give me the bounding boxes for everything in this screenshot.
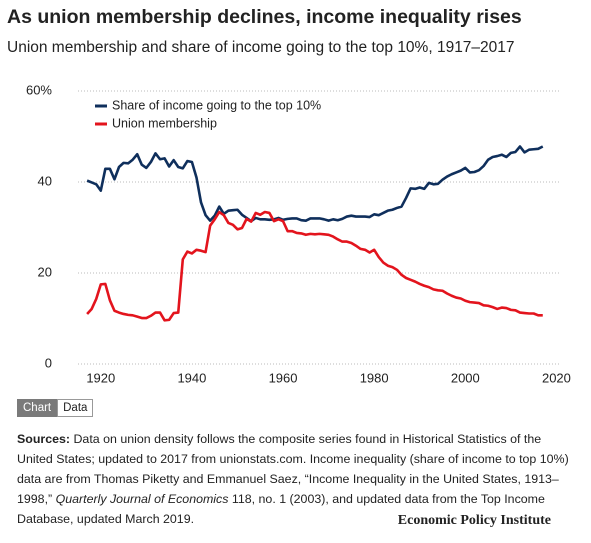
y-tick-label: 0 xyxy=(45,355,52,370)
y-tick-label: 20 xyxy=(38,264,52,279)
y-tick-label: 60% xyxy=(26,82,52,97)
legend-label: Union membership xyxy=(112,116,217,130)
journal-name: Quarterly Journal of Economics xyxy=(55,492,229,506)
y-tick-label: 40 xyxy=(38,173,52,188)
legend-label: Share of income going to the top 10% xyxy=(112,98,321,112)
x-tick-label: 1980 xyxy=(360,370,389,385)
sources-text: 118, no. 1 (2003), and updated data from… xyxy=(17,492,545,526)
x-tick-label: 2000 xyxy=(451,370,480,385)
view-tabs: Chart Data xyxy=(17,399,94,417)
x-tick-label: 1920 xyxy=(86,370,115,385)
data-tab[interactable]: Data xyxy=(57,399,94,417)
sources-label: Sources: xyxy=(17,432,71,446)
x-tick-label: 1960 xyxy=(269,370,298,385)
chart-tab[interactable]: Chart xyxy=(17,399,58,417)
chart-title: As union membership declines, income ine… xyxy=(7,6,522,28)
credit: Economic Policy Institute xyxy=(397,513,551,528)
chart-subtitle: Union membership and share of income goi… xyxy=(7,39,515,56)
x-tick-label: 2020 xyxy=(542,370,571,385)
series-line xyxy=(86,210,543,322)
x-tick-label: 1940 xyxy=(177,370,206,385)
sources-text: Data on union density follows the compos… xyxy=(17,432,569,506)
series-line xyxy=(86,145,544,223)
chart: As union membership declines, income ine… xyxy=(7,6,571,385)
sources: Sources: Data on union density follows t… xyxy=(17,429,577,529)
